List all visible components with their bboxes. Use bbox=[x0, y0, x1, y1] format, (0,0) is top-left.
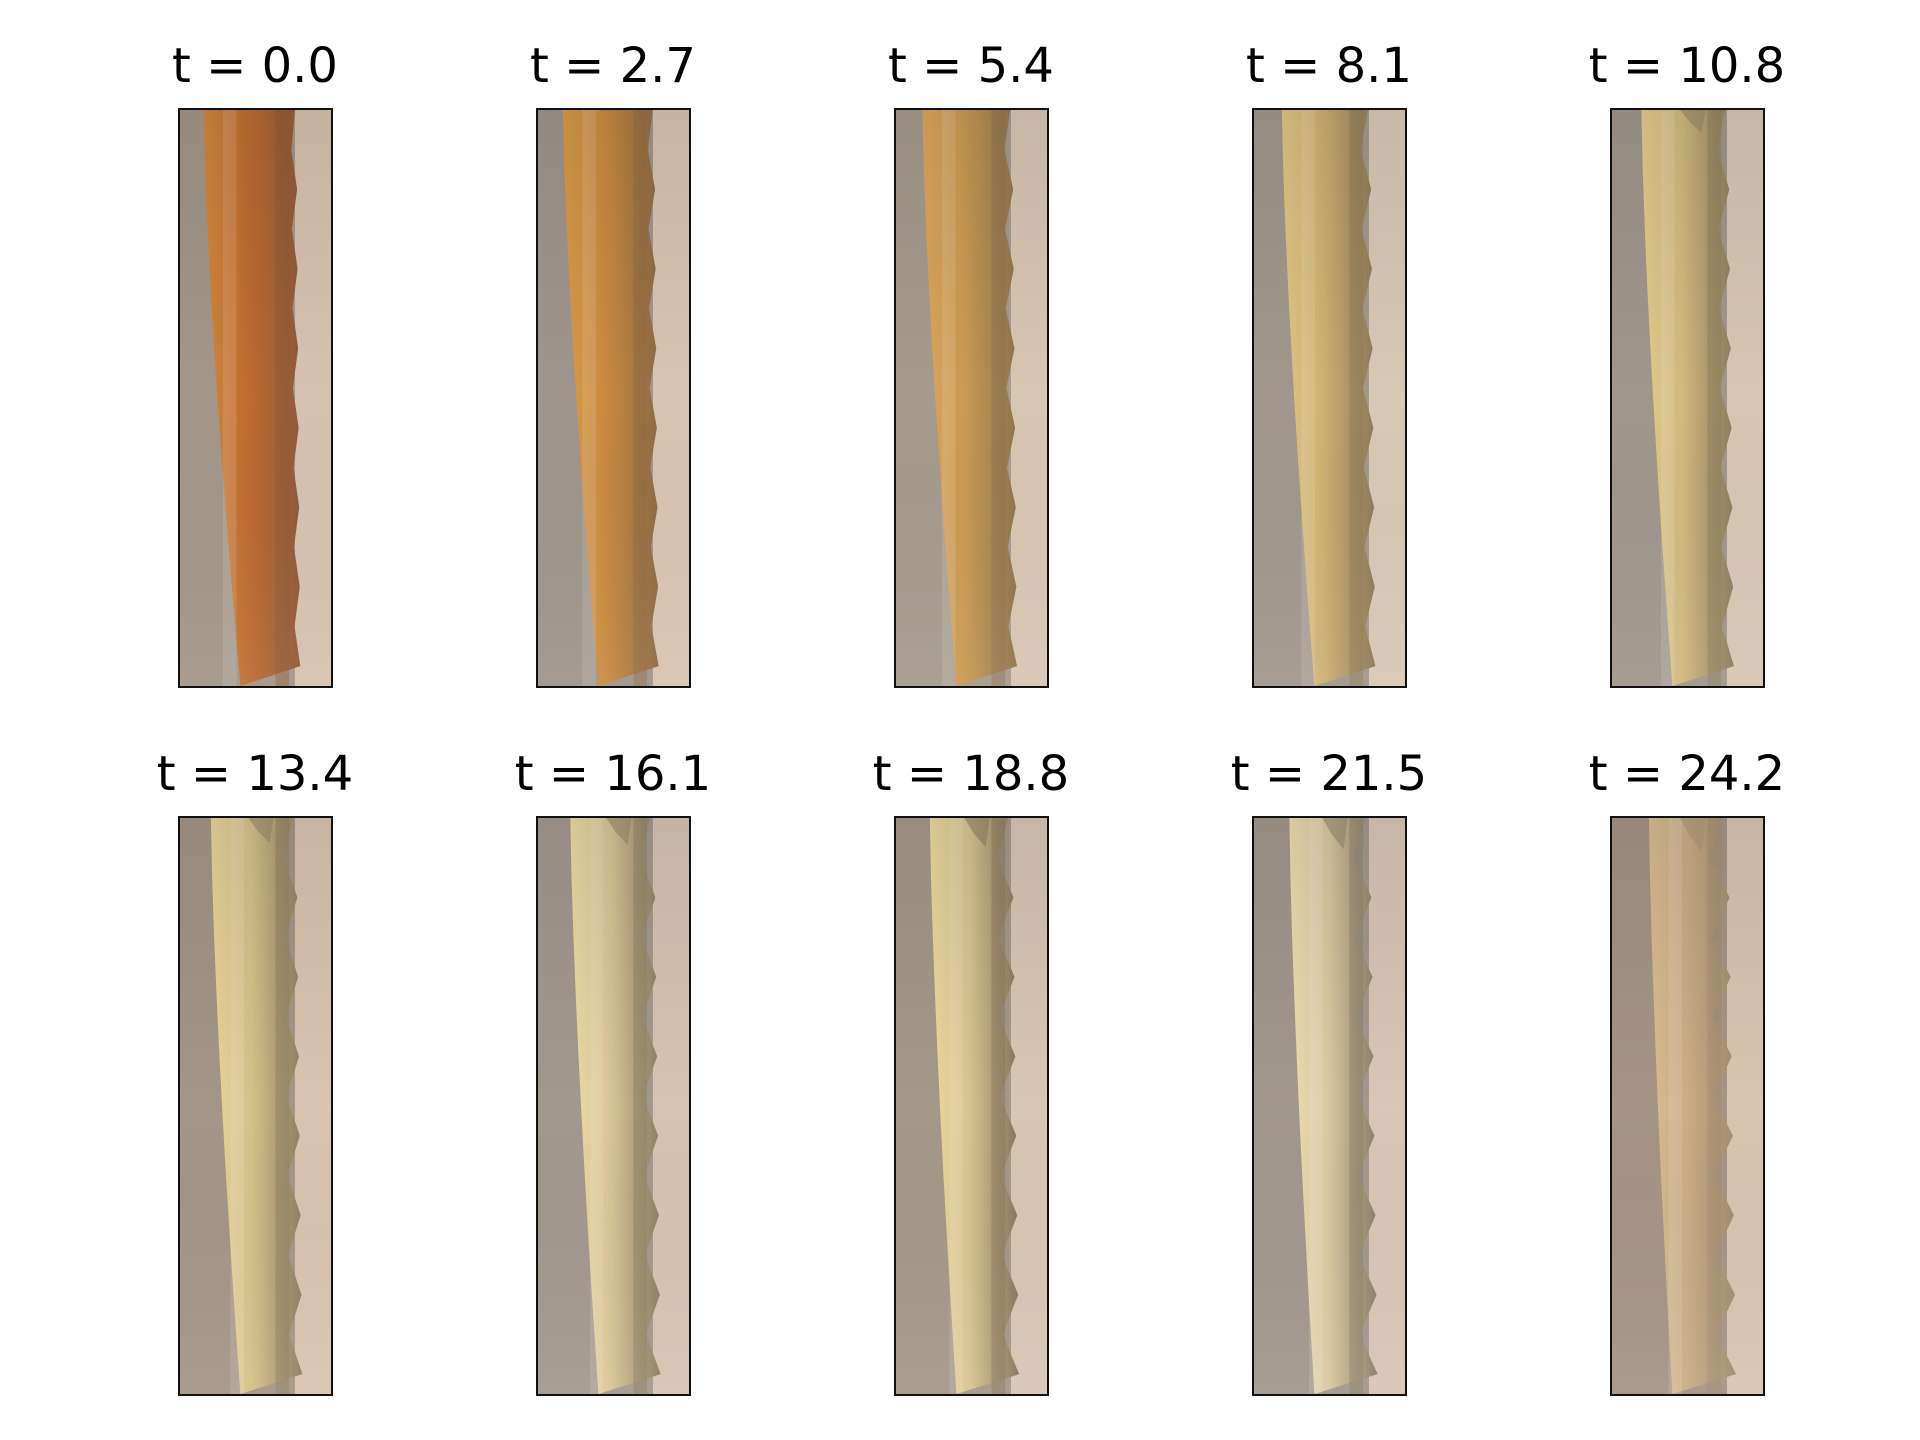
stem-image-panel bbox=[177, 108, 333, 688]
panel-title: t = 24.2 bbox=[1588, 746, 1786, 802]
stem-image-panel bbox=[1609, 108, 1765, 688]
stem-photo bbox=[537, 110, 689, 686]
stem-photo bbox=[1253, 818, 1405, 1394]
panel-title: t = 21.5 bbox=[1230, 746, 1428, 802]
panel-title: t = 13.4 bbox=[156, 746, 354, 802]
panel-title: t = 5.4 bbox=[888, 38, 1054, 94]
stem-image-panel bbox=[1251, 108, 1407, 688]
stem-image-panel bbox=[535, 108, 691, 688]
stem-photo bbox=[1611, 110, 1763, 686]
panel-title: t = 0.0 bbox=[172, 38, 338, 94]
stem-photo bbox=[895, 110, 1047, 686]
panel-title: t = 10.8 bbox=[1588, 38, 1786, 94]
stem-photo bbox=[179, 818, 331, 1394]
stem-image-panel bbox=[893, 816, 1049, 1396]
stem-image-panel bbox=[177, 816, 333, 1396]
panel-title: t = 16.1 bbox=[514, 746, 712, 802]
stem-photo bbox=[895, 818, 1047, 1394]
panel-title: t = 8.1 bbox=[1246, 38, 1412, 94]
stem-image-panel bbox=[1609, 816, 1765, 1396]
stem-image-panel bbox=[535, 816, 691, 1396]
stem-photo bbox=[179, 110, 331, 686]
stem-photo bbox=[1253, 110, 1405, 686]
panel-title: t = 18.8 bbox=[872, 746, 1070, 802]
panel-title: t = 2.7 bbox=[530, 38, 696, 94]
stem-image-panel bbox=[893, 108, 1049, 688]
stem-image-panel bbox=[1251, 816, 1407, 1396]
stem-photo bbox=[537, 818, 689, 1394]
stem-photo bbox=[1611, 818, 1763, 1394]
